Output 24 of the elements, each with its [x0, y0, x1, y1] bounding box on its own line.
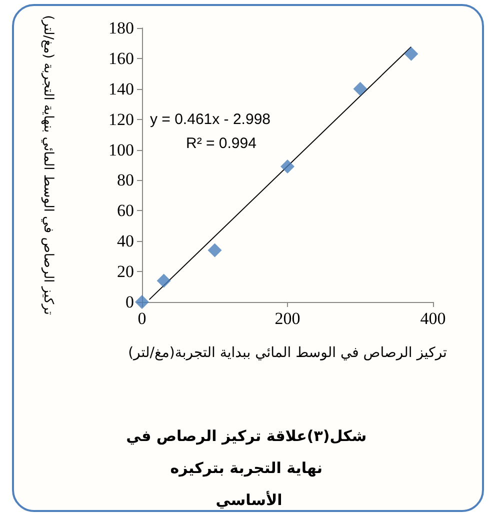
- y-tick-label: 20: [117, 262, 134, 282]
- point: [280, 160, 294, 174]
- x-tick-label: 0: [138, 309, 146, 328]
- y-tick-label: 160: [108, 48, 134, 68]
- y-axis-title: تركيز الرصاص في الوسط المائي بنهاية التجربة (مغ/لتر): [40, 15, 56, 316]
- y-tick-label: 100: [108, 140, 134, 160]
- annotation: R² = 0.994: [186, 135, 256, 152]
- y-tick-label: 60: [117, 201, 134, 220]
- y-tick-label: 40: [117, 232, 134, 251]
- y-tick-label: 80: [117, 170, 134, 190]
- y-tick-label: 180: [108, 18, 134, 38]
- annotation: y = 0.461x - 2.998: [150, 111, 270, 128]
- x-axis-title: تركيز الرصاص في الوسط المائي ببداية التجربة(مغ/لتر): [128, 345, 448, 361]
- y-tick-label: 0: [126, 292, 134, 312]
- text: شكل(٣)علاقة تركيز الرصاص في نهاية التجربة بتركيزه الأساسي: [126, 427, 372, 509]
- y-tick-label: 120: [108, 110, 134, 129]
- x-tick-label: 400: [420, 309, 446, 328]
- y-tick-label: 140: [108, 79, 134, 98]
- x-tick-label: 200: [274, 309, 300, 328]
- point: [156, 274, 171, 288]
- point: [135, 295, 149, 309]
- point: [404, 46, 418, 61]
- point: [208, 243, 222, 258]
- point: [353, 82, 368, 96]
